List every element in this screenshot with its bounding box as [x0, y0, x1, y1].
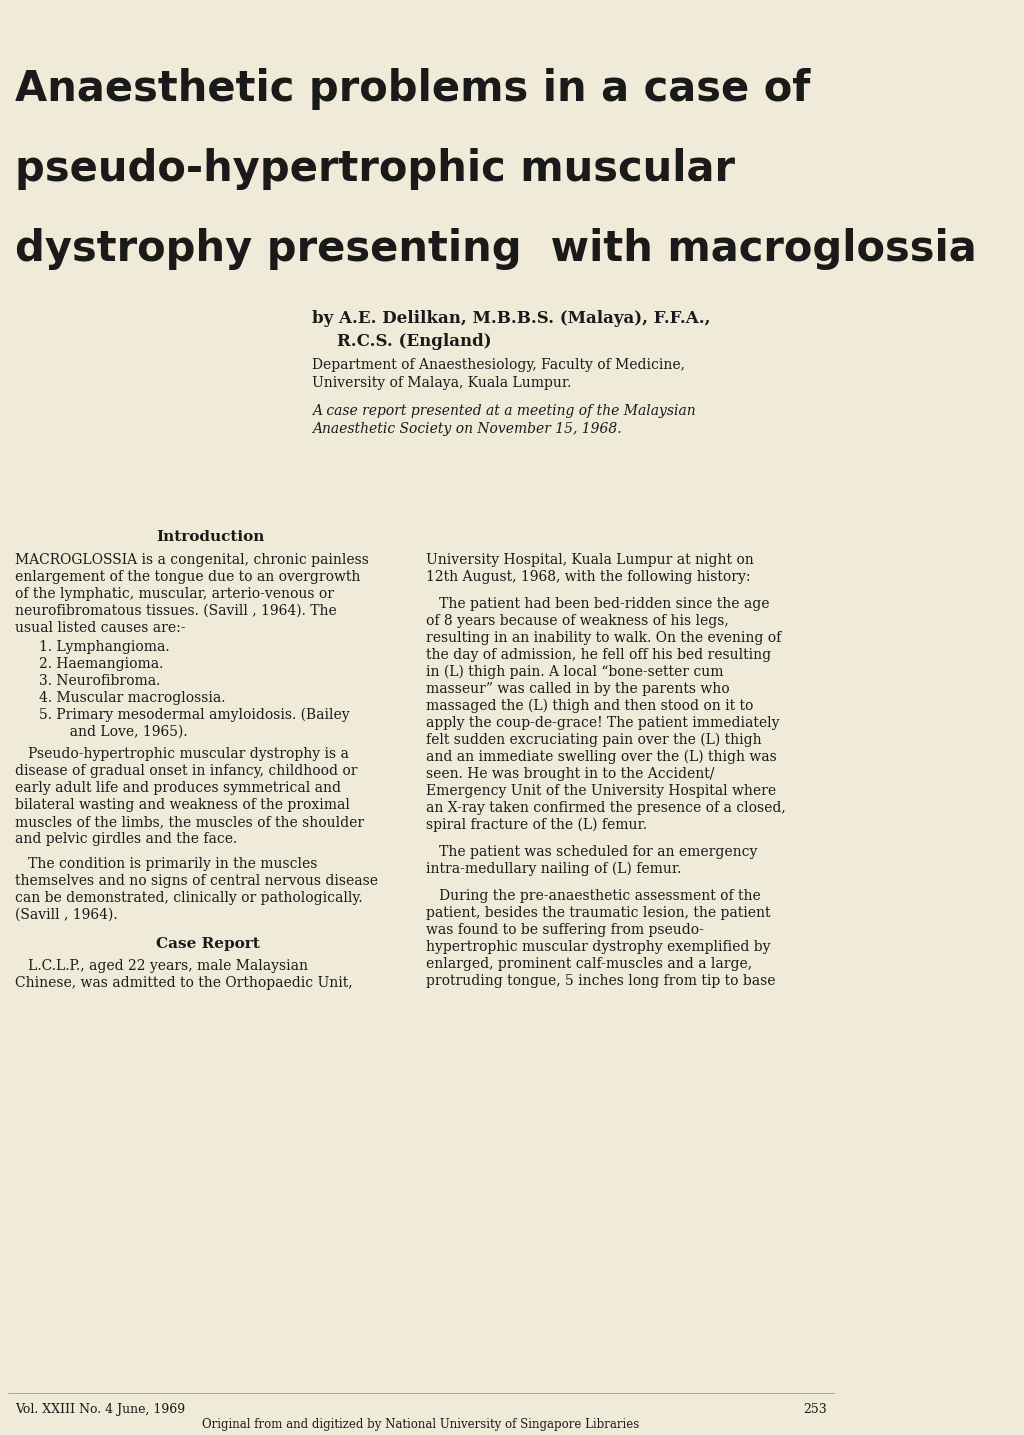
- Text: Anaesthetic problems in a case of: Anaesthetic problems in a case of: [14, 67, 810, 110]
- Text: During the pre-anaesthetic assessment of the: During the pre-anaesthetic assessment of…: [426, 890, 761, 903]
- Text: Original from and digitized by National University of Singapore Libraries: Original from and digitized by National …: [203, 1418, 640, 1431]
- Text: early adult life and produces symmetrical and: early adult life and produces symmetrica…: [14, 781, 341, 795]
- Text: can be demonstrated, clinically or pathologically.: can be demonstrated, clinically or patho…: [14, 891, 362, 905]
- Text: patient, besides the traumatic lesion, the patient: patient, besides the traumatic lesion, t…: [426, 905, 770, 920]
- Text: Pseudo-hypertrophic muscular dystrophy is a: Pseudo-hypertrophic muscular dystrophy i…: [14, 748, 349, 761]
- Text: masseur” was called in by the parents who: masseur” was called in by the parents wh…: [426, 682, 729, 696]
- Text: A case report presented at a meeting of the Malaysian: A case report presented at a meeting of …: [312, 405, 696, 418]
- Text: and pelvic girdles and the face.: and pelvic girdles and the face.: [14, 832, 237, 847]
- Text: Emergency Unit of the University Hospital where: Emergency Unit of the University Hospita…: [426, 784, 776, 798]
- Text: Anaesthetic Society on November 15, 1968.: Anaesthetic Society on November 15, 1968…: [312, 422, 622, 436]
- Text: The condition is primarily in the muscles: The condition is primarily in the muscle…: [14, 857, 317, 871]
- Text: enlarged, prominent calf-muscles and a large,: enlarged, prominent calf-muscles and a l…: [426, 957, 752, 971]
- Text: 253: 253: [804, 1403, 827, 1416]
- Text: and an immediate swelling over the (L) thigh was: and an immediate swelling over the (L) t…: [426, 751, 776, 765]
- Text: by A.E. Delilkan, M.B.B.S. (Malaya), F.F.A.,: by A.E. Delilkan, M.B.B.S. (Malaya), F.F…: [312, 310, 711, 327]
- Text: L.C.L.P., aged 22 years, male Malaysian: L.C.L.P., aged 22 years, male Malaysian: [14, 959, 308, 973]
- Text: bilateral wasting and weakness of the proximal: bilateral wasting and weakness of the pr…: [14, 798, 349, 812]
- Text: themselves and no signs of central nervous disease: themselves and no signs of central nervo…: [14, 874, 378, 888]
- Text: of 8 years because of weakness of his legs,: of 8 years because of weakness of his le…: [426, 614, 729, 629]
- Text: dystrophy presenting  with macroglossia: dystrophy presenting with macroglossia: [14, 228, 977, 270]
- Text: 1. Lymphangioma.: 1. Lymphangioma.: [40, 640, 170, 654]
- Text: the day of admission, he fell off his bed resulting: the day of admission, he fell off his be…: [426, 649, 771, 662]
- Text: neurofibromatous tissues. (Savill , 1964). The: neurofibromatous tissues. (Savill , 1964…: [14, 604, 337, 618]
- Text: muscles of the limbs, the muscles of the shoulder: muscles of the limbs, the muscles of the…: [14, 815, 364, 829]
- Text: Chinese, was admitted to the Orthopaedic Unit,: Chinese, was admitted to the Orthopaedic…: [14, 976, 352, 990]
- Text: apply the coup-de-grace! The patient immediately: apply the coup-de-grace! The patient imm…: [426, 716, 779, 730]
- Text: Vol. XXIII No. 4 June, 1969: Vol. XXIII No. 4 June, 1969: [14, 1403, 185, 1416]
- Text: massaged the (L) thigh and then stood on it to: massaged the (L) thigh and then stood on…: [426, 699, 754, 713]
- Text: disease of gradual onset in infancy, childhood or: disease of gradual onset in infancy, chi…: [14, 763, 357, 778]
- Text: 2. Haemangioma.: 2. Haemangioma.: [40, 657, 164, 672]
- Text: an X-ray taken confirmed the presence of a closed,: an X-ray taken confirmed the presence of…: [426, 801, 785, 815]
- Text: intra-medullary nailing of (L) femur.: intra-medullary nailing of (L) femur.: [426, 862, 681, 877]
- Text: (Savill , 1964).: (Savill , 1964).: [14, 908, 118, 923]
- Text: The patient was scheduled for an emergency: The patient was scheduled for an emergen…: [426, 845, 758, 860]
- Text: protruding tongue, 5 inches long from tip to base: protruding tongue, 5 inches long from ti…: [426, 974, 775, 989]
- Text: MACROGLOSSIA is a congenital, chronic painless: MACROGLOSSIA is a congenital, chronic pa…: [14, 552, 369, 567]
- Text: felt sudden excruciating pain over the (L) thigh: felt sudden excruciating pain over the (…: [426, 733, 762, 748]
- Text: University of Malaya, Kuala Lumpur.: University of Malaya, Kuala Lumpur.: [312, 376, 571, 390]
- Text: in (L) thigh pain. A local “bone-setter cum: in (L) thigh pain. A local “bone-setter …: [426, 664, 723, 679]
- Text: 3. Neurofibroma.: 3. Neurofibroma.: [40, 674, 161, 687]
- Text: resulting in an inability to walk. On the evening of: resulting in an inability to walk. On th…: [426, 631, 781, 644]
- Text: enlargement of the tongue due to an overgrowth: enlargement of the tongue due to an over…: [14, 570, 360, 584]
- Text: Case Report: Case Report: [157, 937, 260, 951]
- Text: R.C.S. (England): R.C.S. (England): [337, 333, 492, 350]
- Text: seen. He was brought in to the Accident/: seen. He was brought in to the Accident/: [426, 766, 715, 781]
- Text: The patient had been bed-ridden since the age: The patient had been bed-ridden since th…: [426, 597, 769, 611]
- Text: usual listed causes are:-: usual listed causes are:-: [14, 621, 185, 636]
- Text: pseudo-hypertrophic muscular: pseudo-hypertrophic muscular: [14, 148, 735, 189]
- Text: 4. Muscular macroglossia.: 4. Muscular macroglossia.: [40, 692, 226, 705]
- Text: Introduction: Introduction: [157, 530, 264, 544]
- Text: University Hospital, Kuala Lumpur at night on: University Hospital, Kuala Lumpur at nig…: [426, 552, 754, 567]
- Text: Department of Anaesthesiology, Faculty of Medicine,: Department of Anaesthesiology, Faculty o…: [312, 357, 685, 372]
- Text: spiral fracture of the (L) femur.: spiral fracture of the (L) femur.: [426, 818, 647, 832]
- Text: 12th August, 1968, with the following history:: 12th August, 1968, with the following hi…: [426, 570, 751, 584]
- Text: of the lymphatic, muscular, arterio-venous or: of the lymphatic, muscular, arterio-veno…: [14, 587, 334, 601]
- Text: was found to be suffering from pseudo-: was found to be suffering from pseudo-: [426, 923, 703, 937]
- Text: and Love, 1965).: and Love, 1965).: [40, 725, 188, 739]
- Text: 5. Primary mesodermal amyloidosis. (Bailey: 5. Primary mesodermal amyloidosis. (Bail…: [40, 707, 350, 722]
- Text: hypertrophic muscular dystrophy exemplified by: hypertrophic muscular dystrophy exemplif…: [426, 940, 770, 954]
